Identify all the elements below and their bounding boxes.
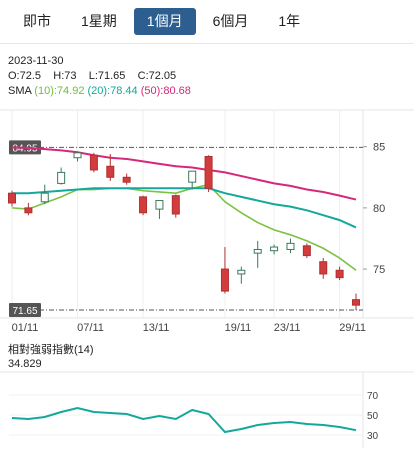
candle-body-down xyxy=(302,245,311,257)
quote-ohlc: O:72.5 H:73 L:71.65 C:72.05 xyxy=(8,70,177,82)
candle-body-down xyxy=(24,207,33,214)
y-tick-label: 75 xyxy=(373,264,385,276)
candle-body-down xyxy=(171,195,180,215)
quote-date: 2023-11-30 xyxy=(8,55,64,67)
candle xyxy=(57,167,66,185)
sma-legend: SMA (10):74.92 (20):78.44 (50):80.68 xyxy=(8,84,191,99)
tab-1-year[interactable]: 1年 xyxy=(278,13,301,29)
sma50-value: (50):80.68 xyxy=(140,85,191,97)
candle-body-down xyxy=(352,299,360,306)
rsi-y-tick-label: 30 xyxy=(367,431,379,442)
candle xyxy=(335,266,344,281)
candle-body-down xyxy=(139,196,148,214)
candle xyxy=(8,190,16,207)
candle-body-down xyxy=(220,268,229,292)
candle xyxy=(204,155,213,192)
tab-1-month[interactable]: 1個月 xyxy=(133,8,196,35)
sma10-value: (10):74.92 xyxy=(34,85,85,97)
candle xyxy=(24,202,33,216)
tab-1-week[interactable]: 1星期 xyxy=(81,13,117,29)
x-tick-label: 23/11 xyxy=(274,322,301,334)
timeframe-tabs: 即市 1星期 1個月 6個月 1年 xyxy=(0,0,414,44)
candle xyxy=(122,173,131,185)
candle xyxy=(220,247,229,294)
candle xyxy=(302,243,311,259)
candle xyxy=(40,184,49,205)
x-tick-label: 07/11 xyxy=(77,322,104,334)
candle-body-up xyxy=(188,170,197,183)
candle xyxy=(155,200,164,219)
candle xyxy=(89,152,98,173)
candle-body-up xyxy=(155,200,164,210)
candle-body-down xyxy=(122,176,131,183)
quote-info: 2023-11-30 O:72.5 H:73 L:71.65 C:72.05 S… xyxy=(8,54,191,99)
candle xyxy=(188,170,197,190)
candle xyxy=(319,258,328,279)
rsi-value: 34.829 xyxy=(8,358,42,370)
candle-body-up xyxy=(253,248,262,254)
rsi-y-tick-label: 70 xyxy=(367,391,379,402)
candle xyxy=(237,266,246,284)
reference-label: 71.65 xyxy=(12,306,37,317)
reference-label-box xyxy=(9,303,41,318)
candle xyxy=(270,244,279,255)
candle-body-up xyxy=(40,192,49,203)
x-tick-label: 13/11 xyxy=(143,322,170,334)
x-tick-label: 01/11 xyxy=(12,322,39,334)
rsi-y-tick-label: 50 xyxy=(367,411,379,422)
candle xyxy=(171,194,180,218)
candle-body-down xyxy=(106,165,115,178)
candle-body-down xyxy=(8,192,16,204)
sma50-line xyxy=(11,146,357,201)
candle-body-up xyxy=(73,152,82,159)
candle-body-down xyxy=(204,155,213,189)
reference-label: 84.95 xyxy=(12,143,37,154)
candle xyxy=(286,238,295,254)
y-tick-label: 80 xyxy=(373,203,385,215)
candle xyxy=(106,154,115,181)
candle-body-up xyxy=(57,171,66,184)
y-tick-label: 85 xyxy=(373,142,385,154)
sma10-line xyxy=(11,183,357,271)
candle-body-up xyxy=(237,269,246,275)
tab-realtime[interactable]: 即市 xyxy=(23,13,51,29)
candle-body-up xyxy=(270,246,279,252)
x-tick-label: 19/11 xyxy=(225,322,252,334)
candle xyxy=(352,293,360,311)
candle-body-down xyxy=(319,261,328,275)
candle xyxy=(73,151,82,162)
sma20-value: (20):78.44 xyxy=(87,85,138,97)
candle-body-down xyxy=(335,269,344,279)
rsi-title: 相對強弱指數(14) xyxy=(8,344,94,356)
sma-label: SMA xyxy=(8,85,32,97)
candle-body-down xyxy=(89,154,98,171)
x-tick-label: 29/11 xyxy=(339,322,366,334)
sma20-line xyxy=(12,187,357,229)
tab-6-months[interactable]: 6個月 xyxy=(212,13,249,29)
candle xyxy=(139,195,148,216)
rsi-line xyxy=(11,406,357,434)
candle-body-up xyxy=(286,242,295,250)
candle xyxy=(253,240,262,268)
